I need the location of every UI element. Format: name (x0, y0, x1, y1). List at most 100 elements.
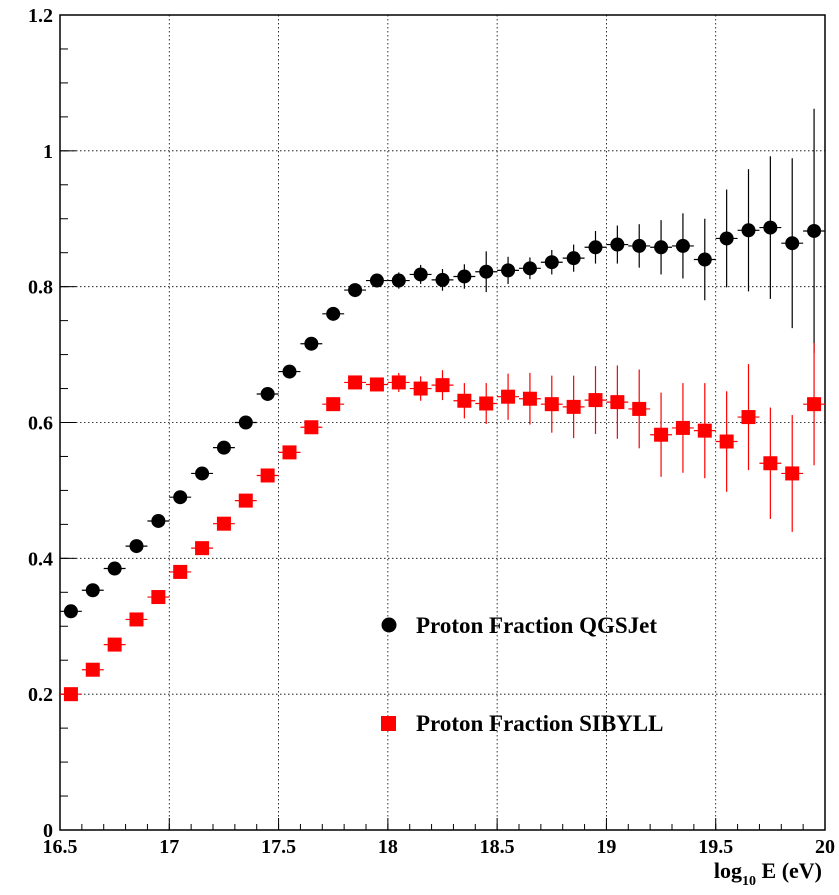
point-qgsjet (544, 255, 559, 270)
point-qgsjet (195, 466, 210, 481)
point-sibyll (457, 393, 472, 408)
x-axis-label-subscript: 10 (742, 874, 756, 889)
point-qgsjet (238, 415, 253, 430)
x-tick-label: 17.5 (261, 836, 296, 858)
point-qgsjet (348, 283, 363, 298)
point-sibyll (348, 375, 363, 390)
point-qgsjet (719, 231, 734, 246)
point-sibyll (369, 377, 384, 392)
point-sibyll (632, 401, 647, 416)
point-sibyll (195, 541, 210, 556)
point-qgsjet (369, 273, 384, 288)
point-sibyll (588, 393, 603, 408)
point-qgsjet (173, 490, 188, 505)
point-sibyll (85, 662, 100, 677)
point-sibyll (304, 420, 319, 435)
x-tick-label: 17 (159, 836, 179, 858)
x-tick-label: 18 (378, 836, 398, 858)
point-qgsjet (479, 264, 494, 279)
grid-lines (60, 15, 825, 830)
point-sibyll (675, 420, 690, 435)
point-sibyll (151, 590, 166, 605)
point-qgsjet (282, 364, 297, 379)
x-axis-label-rest: E (eV) (756, 858, 822, 883)
point-qgsjet (304, 336, 319, 351)
point-qgsjet (522, 261, 537, 276)
point-qgsjet (216, 440, 231, 455)
x-tick-label: 16.5 (43, 836, 78, 858)
series-sibyll (60, 343, 825, 702)
point-qgsjet (654, 240, 669, 255)
point-qgsjet (610, 237, 625, 252)
point-qgsjet (763, 220, 778, 235)
point-qgsjet (807, 223, 822, 238)
point-qgsjet (435, 272, 450, 287)
point-qgsjet (501, 263, 516, 278)
point-sibyll (719, 434, 734, 449)
point-sibyll (654, 427, 669, 442)
plot-frame (59, 14, 826, 831)
point-sibyll (326, 397, 341, 412)
point-sibyll (173, 564, 188, 579)
series-qgsjet (60, 108, 825, 619)
point-sibyll (566, 399, 581, 414)
x-tick-label: 19.5 (698, 836, 733, 858)
legend-marker-qgsjet (381, 617, 397, 633)
point-qgsjet (85, 583, 100, 598)
point-qgsjet (785, 236, 800, 251)
point-qgsjet (129, 539, 144, 554)
y-tick-label: 0.6 (28, 413, 53, 435)
y-tick-label: 0.2 (28, 684, 53, 706)
point-qgsjet (260, 386, 275, 401)
point-sibyll (63, 687, 78, 702)
point-sibyll (260, 468, 275, 483)
x-tick-label: 19 (596, 836, 616, 858)
point-sibyll (741, 410, 756, 425)
y-tick-label: 1 (43, 141, 53, 163)
x-tick-labels: 16.5 17 17.5 18 18.5 19 19.5 20 (43, 836, 836, 858)
legend-label-sibyll: Proton Fraction SIBYLL (416, 711, 663, 736)
y-tick-label: 0.8 (28, 277, 53, 299)
point-sibyll (763, 456, 778, 471)
point-qgsjet (107, 561, 122, 576)
point-qgsjet (457, 269, 472, 284)
x-tick-label: 18.5 (480, 836, 515, 858)
point-sibyll (479, 396, 494, 411)
x-axis-label-main: log (714, 858, 742, 883)
point-qgsjet (326, 306, 341, 321)
point-sibyll (501, 389, 516, 404)
point-sibyll (697, 423, 712, 438)
axis-ticks (59, 14, 826, 831)
legend-label-qgsjet: Proton Fraction QGSJet (416, 613, 657, 638)
point-qgsjet (566, 251, 581, 266)
y-tick-label: 0.4 (28, 548, 53, 570)
point-qgsjet (413, 267, 428, 282)
point-sibyll (391, 375, 406, 390)
point-qgsjet (741, 223, 756, 238)
point-sibyll (807, 397, 822, 412)
y-tick-labels: 0 0.2 0.4 0.6 0.8 1 1.2 (28, 5, 53, 842)
point-sibyll (435, 378, 450, 393)
point-sibyll (238, 493, 253, 508)
point-qgsjet (391, 273, 406, 288)
point-sibyll (282, 445, 297, 460)
point-qgsjet (675, 238, 690, 253)
point-sibyll (544, 397, 559, 412)
x-axis-label: log10 E (eV) (714, 858, 822, 889)
point-qgsjet (632, 238, 647, 253)
legend-marker-sibyll (381, 716, 396, 731)
point-sibyll (522, 391, 537, 406)
point-qgsjet (588, 240, 603, 255)
point-sibyll (413, 381, 428, 396)
legend: Proton Fraction QGSJet Proton Fraction S… (381, 613, 663, 736)
y-tick-label: 0 (43, 820, 53, 842)
point-sibyll (107, 637, 122, 652)
y-tick-label: 1.2 (28, 5, 53, 27)
point-sibyll (129, 612, 144, 627)
point-qgsjet (151, 513, 166, 528)
point-qgsjet (697, 252, 712, 267)
point-qgsjet (63, 604, 78, 619)
point-sibyll (610, 395, 625, 410)
point-sibyll (216, 516, 231, 531)
